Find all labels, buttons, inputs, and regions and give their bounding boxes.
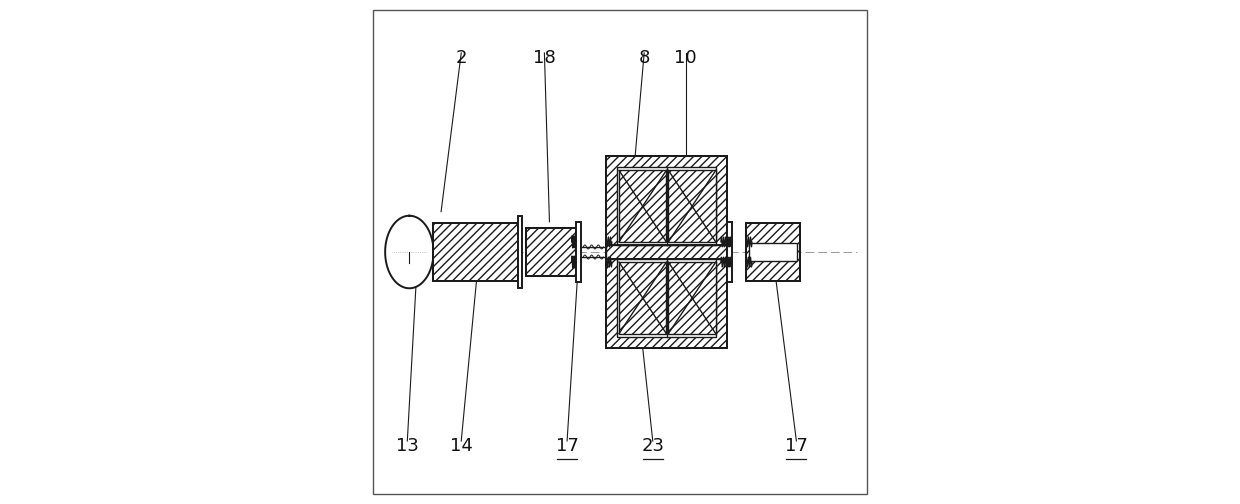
Text: 23: 23 — [641, 437, 665, 455]
Bar — [749, 243, 797, 261]
Text: 10: 10 — [675, 49, 697, 67]
Text: 17: 17 — [556, 437, 579, 455]
Polygon shape — [386, 216, 434, 288]
Text: 14: 14 — [450, 437, 472, 455]
Bar — [606, 245, 727, 259]
Bar — [618, 167, 715, 245]
Bar — [433, 223, 518, 281]
Bar — [668, 262, 715, 334]
Bar — [668, 170, 715, 242]
Bar — [619, 262, 666, 334]
Bar — [606, 156, 727, 348]
Bar — [618, 259, 715, 337]
Bar — [619, 170, 666, 242]
Bar — [526, 228, 575, 276]
Bar — [575, 222, 580, 282]
Text: 13: 13 — [396, 437, 419, 455]
Bar — [746, 223, 801, 281]
Bar — [518, 216, 522, 288]
Text: 8: 8 — [639, 49, 650, 67]
Bar — [727, 222, 732, 282]
Text: 18: 18 — [533, 49, 556, 67]
Text: 2: 2 — [455, 49, 467, 67]
Text: 17: 17 — [785, 437, 807, 455]
